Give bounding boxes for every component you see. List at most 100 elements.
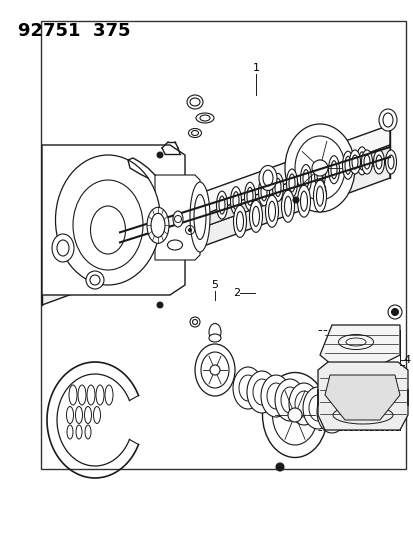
- Ellipse shape: [151, 213, 165, 237]
- Ellipse shape: [192, 319, 197, 325]
- Circle shape: [174, 215, 181, 222]
- Circle shape: [311, 160, 327, 176]
- Ellipse shape: [313, 180, 326, 212]
- Ellipse shape: [260, 183, 266, 201]
- Ellipse shape: [300, 165, 311, 192]
- Ellipse shape: [328, 156, 339, 184]
- Ellipse shape: [195, 113, 214, 123]
- Ellipse shape: [188, 128, 201, 138]
- Ellipse shape: [90, 206, 125, 254]
- Text: 5: 5: [211, 280, 218, 290]
- Ellipse shape: [75, 407, 82, 424]
- Ellipse shape: [284, 196, 291, 216]
- Ellipse shape: [244, 182, 255, 210]
- Ellipse shape: [258, 178, 269, 206]
- Ellipse shape: [373, 150, 384, 174]
- Ellipse shape: [382, 113, 392, 127]
- Circle shape: [209, 365, 219, 375]
- Ellipse shape: [316, 186, 323, 206]
- Ellipse shape: [294, 136, 344, 200]
- Ellipse shape: [191, 131, 198, 135]
- Ellipse shape: [342, 151, 353, 179]
- Ellipse shape: [316, 165, 322, 183]
- Ellipse shape: [308, 395, 326, 421]
- Ellipse shape: [201, 352, 228, 388]
- Ellipse shape: [262, 170, 272, 186]
- Ellipse shape: [259, 166, 276, 190]
- Ellipse shape: [266, 383, 284, 409]
- Ellipse shape: [247, 187, 252, 205]
- Ellipse shape: [361, 150, 372, 174]
- Ellipse shape: [66, 407, 74, 424]
- Ellipse shape: [247, 371, 276, 413]
- Ellipse shape: [322, 399, 340, 425]
- Ellipse shape: [96, 385, 104, 405]
- Ellipse shape: [272, 385, 317, 445]
- Ellipse shape: [249, 200, 262, 232]
- Ellipse shape: [272, 173, 283, 201]
- Ellipse shape: [209, 324, 221, 341]
- Ellipse shape: [105, 385, 113, 405]
- Circle shape: [275, 463, 283, 471]
- Ellipse shape: [52, 234, 74, 262]
- Ellipse shape: [194, 195, 206, 239]
- Ellipse shape: [199, 115, 209, 121]
- Ellipse shape: [93, 407, 100, 424]
- Polygon shape: [324, 375, 399, 420]
- Ellipse shape: [78, 385, 86, 405]
- Ellipse shape: [274, 179, 280, 196]
- Ellipse shape: [167, 240, 182, 250]
- Ellipse shape: [375, 155, 381, 169]
- Ellipse shape: [349, 150, 360, 174]
- Ellipse shape: [67, 425, 73, 439]
- Ellipse shape: [238, 375, 256, 401]
- Ellipse shape: [57, 240, 69, 256]
- Text: 2: 2: [233, 288, 240, 298]
- Polygon shape: [319, 325, 399, 365]
- Polygon shape: [42, 125, 389, 275]
- Ellipse shape: [147, 207, 169, 244]
- Ellipse shape: [314, 160, 325, 188]
- Ellipse shape: [280, 387, 298, 413]
- Ellipse shape: [265, 195, 278, 227]
- Ellipse shape: [387, 155, 393, 169]
- Ellipse shape: [385, 150, 396, 174]
- Ellipse shape: [216, 191, 227, 219]
- Ellipse shape: [351, 155, 357, 169]
- Ellipse shape: [73, 180, 142, 270]
- Ellipse shape: [286, 169, 297, 197]
- Ellipse shape: [363, 155, 369, 169]
- Ellipse shape: [330, 161, 336, 179]
- Ellipse shape: [87, 385, 95, 405]
- Ellipse shape: [344, 156, 350, 174]
- Circle shape: [287, 408, 301, 422]
- Ellipse shape: [86, 271, 104, 289]
- Ellipse shape: [356, 147, 367, 175]
- Circle shape: [387, 305, 401, 319]
- Ellipse shape: [274, 379, 304, 421]
- Polygon shape: [42, 160, 389, 305]
- Ellipse shape: [195, 344, 235, 396]
- Ellipse shape: [84, 407, 91, 424]
- Polygon shape: [42, 145, 389, 285]
- Ellipse shape: [76, 425, 82, 439]
- Ellipse shape: [55, 155, 160, 285]
- Text: 92751  375: 92751 375: [18, 22, 130, 40]
- Text: 1: 1: [252, 63, 259, 73]
- Ellipse shape: [281, 190, 294, 222]
- Ellipse shape: [218, 196, 224, 214]
- Bar: [41, 21, 405, 469]
- Text: 4: 4: [402, 355, 409, 365]
- Circle shape: [391, 309, 398, 316]
- Ellipse shape: [90, 275, 100, 285]
- Ellipse shape: [358, 152, 364, 170]
- Ellipse shape: [233, 205, 246, 237]
- Circle shape: [292, 197, 298, 203]
- Ellipse shape: [85, 425, 91, 439]
- Ellipse shape: [302, 169, 308, 188]
- Ellipse shape: [230, 187, 241, 215]
- Ellipse shape: [173, 211, 183, 227]
- Ellipse shape: [190, 317, 199, 327]
- Ellipse shape: [69, 385, 77, 405]
- Ellipse shape: [300, 191, 307, 211]
